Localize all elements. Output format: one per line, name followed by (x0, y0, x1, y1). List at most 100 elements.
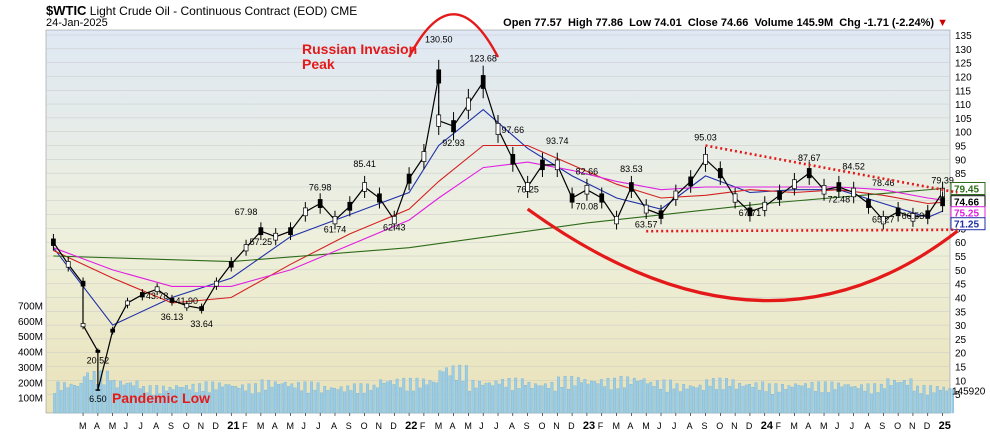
y-tick-label: 110 (955, 100, 971, 111)
volume-bar (277, 384, 280, 414)
open-value: Open 77.57 (503, 17, 562, 29)
price-candle (243, 244, 249, 252)
volume-bar (524, 385, 527, 414)
volume-bar (754, 382, 758, 414)
price-point-label: 62.43 (383, 223, 406, 233)
volume-bar (925, 395, 929, 414)
right-value-label: 75.25 (954, 209, 979, 220)
price-candle (688, 176, 694, 187)
volume-axis-label: 200M (18, 378, 43, 389)
volume-bar (267, 380, 271, 414)
price-point-label: 83.53 (620, 164, 643, 174)
volume-bar (178, 386, 182, 414)
volume-bar (616, 388, 620, 414)
volume-bar (379, 379, 383, 414)
volume-bar (678, 391, 682, 414)
volume-bar (82, 376, 86, 414)
volume-bar (725, 378, 728, 414)
volume-bar (198, 383, 201, 414)
volume-bar (122, 384, 126, 414)
volume-bar (692, 386, 695, 414)
x-tick-label: S (346, 421, 352, 431)
volume-bar (313, 389, 317, 414)
volume-bar (609, 389, 613, 414)
price-candle (302, 207, 308, 217)
price-candle (806, 168, 812, 179)
annotation-pandemic-low: Pandemic Low (112, 390, 210, 406)
volume-bar (702, 390, 705, 414)
volume-bar (606, 378, 610, 414)
volume-bar (863, 390, 867, 414)
y-tick-label: 60 (955, 238, 967, 249)
volume-bar (570, 376, 574, 414)
volume-bar (208, 392, 211, 414)
volume-bar (705, 379, 709, 414)
price-candle (584, 185, 590, 195)
volume-bar (814, 391, 817, 414)
volume-bar (346, 385, 350, 414)
volume-bar (148, 385, 152, 414)
volume-bar (257, 392, 261, 414)
x-tick-label: M (435, 421, 443, 431)
price-point-label: 33.64 (190, 319, 213, 329)
price-candle (836, 182, 842, 192)
volume-bar (86, 372, 89, 414)
x-tick-label: D (746, 421, 753, 431)
volume-bar (883, 388, 886, 414)
volume-bar (73, 385, 76, 414)
right-value-box (950, 217, 986, 231)
x-tick-label: F (242, 421, 248, 431)
volume-bar (771, 394, 774, 414)
volume-bar (323, 386, 327, 414)
x-tick-label: D (390, 421, 397, 431)
price-candle (658, 210, 664, 219)
price-candle (747, 207, 753, 217)
volume-bar (593, 381, 597, 414)
price-point-label: 41.90 (176, 296, 199, 306)
right-value-box (950, 181, 986, 195)
low-value: Low 74.01 (629, 17, 682, 29)
volume-bar (790, 386, 794, 414)
price-point-label: 82.66 (576, 167, 599, 177)
price-point-label: 97.66 (502, 125, 525, 135)
volume-bar (250, 393, 254, 414)
volume-bar (547, 388, 551, 414)
volume-bar (758, 389, 761, 414)
volume-bar (240, 384, 244, 414)
price-candle (643, 204, 649, 214)
price-candle (258, 227, 264, 236)
volume-bar (787, 385, 791, 414)
volume-bar (728, 386, 732, 414)
volume-bar (451, 365, 455, 414)
price-point-label: 76.25 (516, 184, 539, 194)
price-candle (273, 232, 279, 241)
volume-bar (343, 391, 346, 414)
volume-bar (530, 387, 534, 414)
y-tick-label: 130 (955, 45, 972, 56)
price-candle (65, 261, 71, 268)
volume-bar (764, 391, 768, 414)
price-candle (436, 114, 442, 127)
x-tick-label: A (331, 421, 337, 431)
volume-bar (800, 385, 804, 414)
volume-bar (201, 391, 205, 414)
volume-bar (830, 381, 834, 414)
price-point-label: 36.13 (161, 312, 184, 322)
price-point-label: 63.57 (635, 219, 658, 229)
volume-bar (761, 381, 765, 414)
volume-bar (66, 387, 70, 414)
y-tick-label: 35 (955, 307, 967, 318)
x-tick-label: N (198, 421, 205, 431)
volume-bar (161, 385, 165, 414)
volume-bar (303, 381, 307, 414)
plot-area (45, 29, 951, 414)
price-candle (406, 173, 412, 184)
price-candle (569, 193, 575, 203)
volume-bar (807, 388, 811, 414)
x-tick-label: 25 (939, 420, 951, 432)
symbol: $WTIC (46, 3, 87, 18)
price-candle (80, 323, 86, 328)
volume-bar (586, 383, 590, 414)
x-tick-label: J (138, 421, 143, 431)
volume-bar (744, 384, 748, 414)
